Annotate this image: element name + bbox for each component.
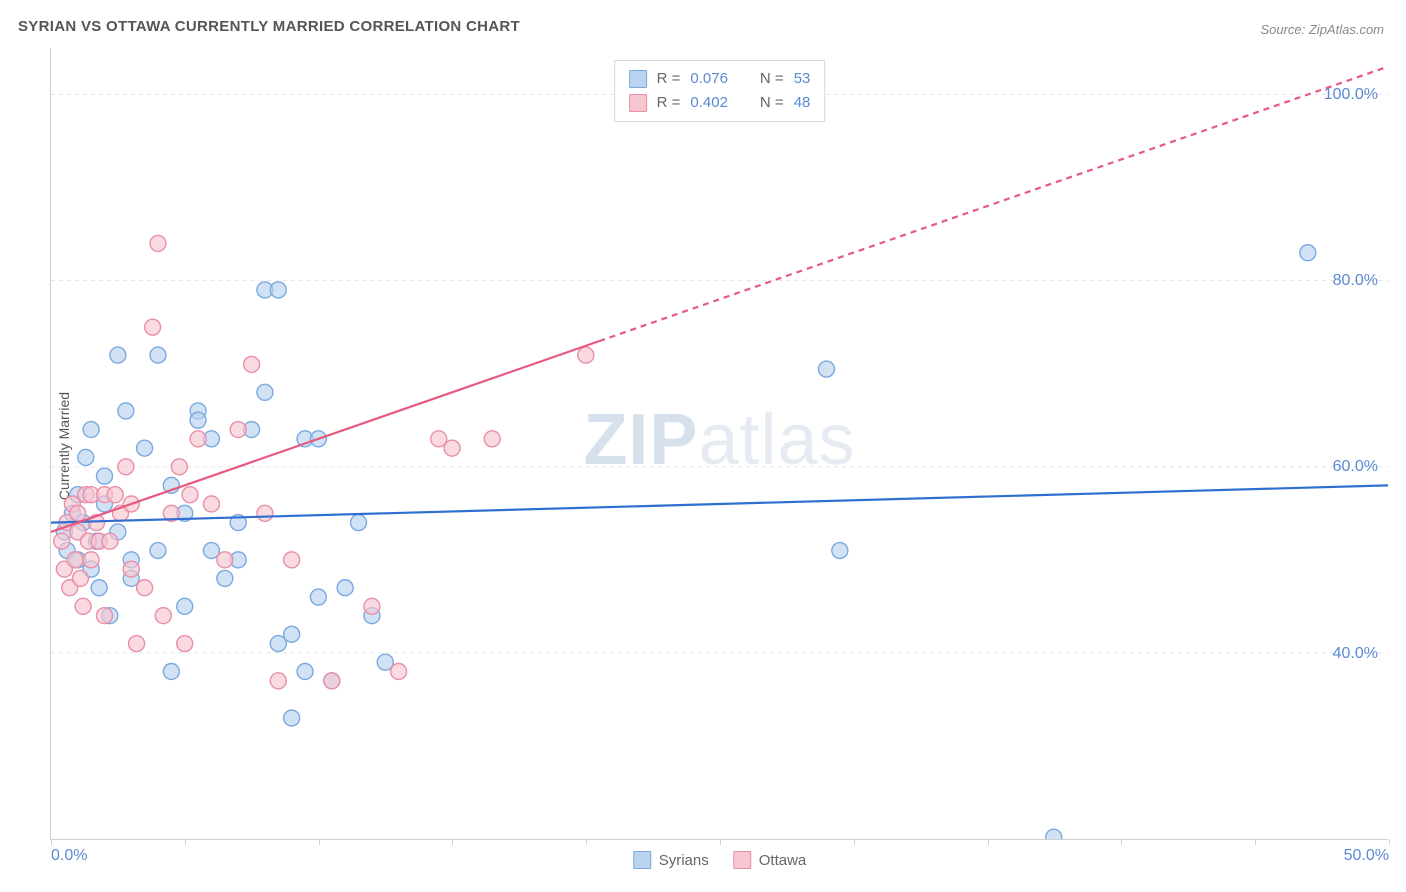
source-attribution: Source: ZipAtlas.com <box>1260 22 1384 37</box>
n-value-ottawa: 48 <box>794 91 811 115</box>
x-tick-mark <box>319 839 320 845</box>
x-tick-mark <box>452 839 453 845</box>
x-tick-mark <box>1121 839 1122 845</box>
x-tick-mark <box>720 839 721 845</box>
legend-label-syrians: Syrians <box>659 852 709 869</box>
plot-svg <box>51 48 1388 839</box>
legend-stats-box: R = 0.076 N = 53 R = 0.402 N = 48 <box>614 60 826 122</box>
legend-stats-row-ottawa: R = 0.402 N = 48 <box>629 91 811 115</box>
chart-title: SYRIAN VS OTTAWA CURRENTLY MARRIED CORRE… <box>18 18 520 35</box>
legend-label-ottawa: Ottawa <box>759 852 807 869</box>
legend-item-syrians: Syrians <box>633 851 709 869</box>
r-label: R = <box>657 91 681 115</box>
x-tick-mark <box>854 839 855 845</box>
x-tick-mark <box>1255 839 1256 845</box>
x-tick-mark <box>51 839 52 845</box>
r-value-syrians: 0.076 <box>690 67 728 91</box>
legend-swatch-ottawa <box>629 94 647 112</box>
legend-series: Syrians Ottawa <box>633 851 807 869</box>
y-tick-label: 60.0% <box>1333 458 1378 476</box>
plot-area: ZIPatlas 40.0%60.0%80.0%100.0% 0.0%50.0%… <box>50 48 1388 840</box>
y-tick-label: 40.0% <box>1333 645 1378 663</box>
x-tick-label: 0.0% <box>51 847 87 865</box>
y-tick-label: 80.0% <box>1333 272 1378 290</box>
legend-swatch-syrians-bottom <box>633 851 651 869</box>
legend-stats-row-syrians: R = 0.076 N = 53 <box>629 67 811 91</box>
n-value-syrians: 53 <box>794 67 811 91</box>
legend-swatch-syrians <box>629 70 647 88</box>
n-label: N = <box>760 67 784 91</box>
n-label: N = <box>760 91 784 115</box>
legend-item-ottawa: Ottawa <box>733 851 807 869</box>
r-value-ottawa: 0.402 <box>690 91 728 115</box>
x-tick-label: 50.0% <box>1344 847 1389 865</box>
x-tick-mark <box>586 839 587 845</box>
y-tick-label: 100.0% <box>1324 86 1378 104</box>
x-tick-mark <box>185 839 186 845</box>
legend-swatch-ottawa-bottom <box>733 851 751 869</box>
x-tick-mark <box>988 839 989 845</box>
x-tick-mark <box>1389 839 1390 845</box>
r-label: R = <box>657 67 681 91</box>
